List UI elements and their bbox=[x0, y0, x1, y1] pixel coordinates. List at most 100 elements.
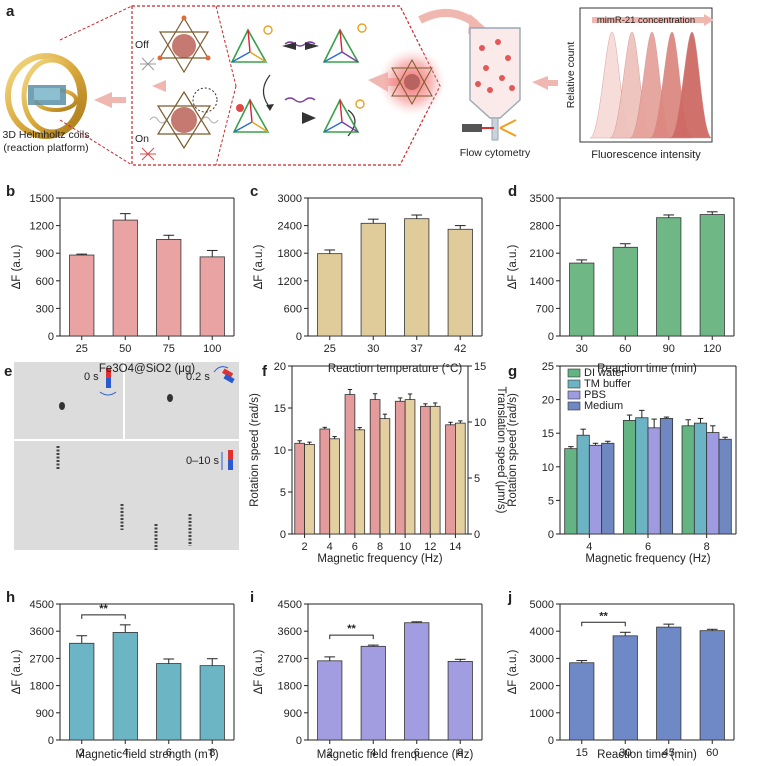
bar bbox=[601, 442, 615, 535]
x-tick-label: 10 bbox=[399, 541, 411, 553]
off-label: Off bbox=[135, 39, 149, 51]
x-tick-label: 100 bbox=[203, 343, 221, 355]
bar bbox=[156, 238, 182, 337]
y-tick-label: 2400 bbox=[278, 221, 302, 233]
y-tick-label: 0 bbox=[548, 735, 554, 747]
bar bbox=[447, 661, 473, 741]
y-tick-label: 4000 bbox=[530, 626, 554, 638]
bar bbox=[622, 420, 637, 535]
y-tick-label: 0 bbox=[48, 735, 54, 747]
panel-a-schematic: a 3D Helmholtz coils (reaction platform)… bbox=[3, 3, 714, 166]
magnet-icon bbox=[221, 450, 233, 470]
y-tick-label: 1200 bbox=[30, 221, 54, 233]
y-tick-label: 2000 bbox=[530, 681, 554, 693]
y-tick-label: 4500 bbox=[278, 599, 302, 611]
x-tick-label: 2 bbox=[327, 747, 333, 759]
bar bbox=[199, 665, 225, 741]
nanoparticle-assembly-on bbox=[149, 87, 219, 150]
panel-label-a: a bbox=[6, 3, 15, 20]
x-tick-label: 6 bbox=[166, 747, 172, 759]
y-tick-label: 0 bbox=[296, 735, 302, 747]
bar bbox=[576, 434, 590, 535]
y2-tick-label: 10 bbox=[474, 417, 486, 429]
bar bbox=[319, 428, 331, 535]
x-tick-label: 8 bbox=[457, 747, 463, 759]
chart-i: i 0 900 1800 2700 3600 4500 2 4 6 8 ΔF (a.u.) Magnet… bbox=[250, 589, 483, 761]
x-tick-label: 6 bbox=[645, 541, 651, 553]
y-tick-label: 600 bbox=[284, 303, 302, 315]
y-axis-label: ΔF (a.u.) bbox=[253, 649, 265, 694]
y-tick-label: 3500 bbox=[530, 193, 554, 205]
y-tick-label: 1800 bbox=[278, 248, 302, 260]
legend-label: TM buffer bbox=[584, 378, 631, 390]
on-label: On bbox=[135, 133, 149, 145]
bar bbox=[612, 635, 638, 741]
frame-divider-top bbox=[215, 5, 237, 87]
chart-b: b 0 300 600 900 1200 1500 25 50 75 100 ΔF (a.u.) Fe3… bbox=[6, 183, 235, 375]
bar bbox=[404, 622, 430, 741]
frame-divider-bottom bbox=[215, 85, 237, 166]
helmholtz-coils-illustration bbox=[5, 53, 87, 139]
y-tick-label: 1000 bbox=[530, 708, 554, 720]
y-axis-label: Rotation speed (rad/s) bbox=[507, 393, 519, 507]
bar bbox=[564, 448, 578, 535]
bar bbox=[404, 399, 416, 535]
y-tick-label: 2700 bbox=[30, 653, 54, 665]
y2-tick-label: 0 bbox=[474, 529, 480, 541]
bar bbox=[199, 256, 225, 337]
chart-g: g 0 5 10 15 20 25 4 6 8 Rotation speed (rad/s) Magn… bbox=[507, 361, 737, 565]
bar bbox=[329, 438, 340, 535]
coil-caption-line2: (reaction platform) bbox=[3, 142, 88, 154]
curved-arrow-icon bbox=[418, 9, 479, 28]
y-tick-label: 2800 bbox=[530, 221, 554, 233]
x-tick-label: 12 bbox=[424, 541, 436, 553]
significance-label: ** bbox=[99, 603, 108, 615]
y-axis-label: Rotation speed (rad/s) bbox=[249, 393, 261, 507]
coil-caption-line1: 3D Helmholtz coils bbox=[3, 129, 90, 141]
legend-label: DI water bbox=[584, 367, 625, 379]
y-axis-label: ΔF (a.u.) bbox=[507, 649, 519, 694]
bar bbox=[294, 442, 305, 535]
y-tick-label: 15 bbox=[274, 403, 286, 415]
bar bbox=[156, 663, 182, 741]
bar bbox=[699, 214, 725, 337]
x-tick-label: 30 bbox=[576, 343, 588, 355]
x-axis-label: Fe3O4@SiO2 (μg) bbox=[99, 363, 195, 375]
bar bbox=[656, 217, 682, 337]
bar bbox=[304, 443, 315, 535]
y-tick-label: 3600 bbox=[278, 626, 302, 638]
y2-tick-label: 15 bbox=[474, 361, 486, 373]
x-tick-label: 6 bbox=[414, 747, 420, 759]
y-tick-label: 25 bbox=[542, 361, 554, 373]
on-magnet-icon bbox=[140, 147, 156, 161]
x-tick-label: 60 bbox=[706, 747, 718, 759]
panel-label-c: c bbox=[250, 183, 258, 200]
fluorescence-histogram-inset bbox=[579, 7, 714, 143]
histogram-peak bbox=[669, 31, 713, 139]
bar bbox=[317, 253, 343, 337]
bar bbox=[447, 228, 473, 337]
x-tick-label: 4 bbox=[586, 541, 592, 553]
hist-arrow-label: mimR-21 concentration bbox=[597, 15, 695, 26]
significance-bracket bbox=[81, 614, 126, 619]
panel-label-b: b bbox=[6, 183, 15, 200]
chart-j: j 0 1000 2000 3000 4000 5000 15 30 45 60 ΔF (a.u.) R… bbox=[507, 589, 735, 761]
y-tick-label: 0 bbox=[548, 331, 554, 343]
bar bbox=[360, 645, 386, 741]
bar bbox=[659, 418, 674, 535]
y-tick-label: 2100 bbox=[530, 248, 554, 260]
x-axis-label: Magnetic field frenquence (Hz) bbox=[317, 749, 474, 761]
y-axis-label: ΔF (a.u.) bbox=[11, 649, 23, 694]
x-tick-label: 8 bbox=[377, 541, 383, 553]
magnet-rotated-icon bbox=[213, 366, 235, 384]
x-tick-label: 120 bbox=[703, 343, 721, 355]
significance-label: ** bbox=[599, 610, 608, 622]
x-tick-label: 4 bbox=[370, 747, 376, 759]
bar bbox=[369, 399, 381, 535]
zoom-frame bbox=[131, 5, 441, 166]
flow-cytometry-label: Flow cytometry bbox=[460, 147, 531, 159]
y-axis-label: ΔF (a.u.) bbox=[507, 244, 519, 289]
nanoparticle-assembly-off bbox=[157, 15, 211, 74]
y-axis-label: ΔF (a.u.) bbox=[11, 244, 23, 289]
y-tick-label: 0 bbox=[48, 331, 54, 343]
